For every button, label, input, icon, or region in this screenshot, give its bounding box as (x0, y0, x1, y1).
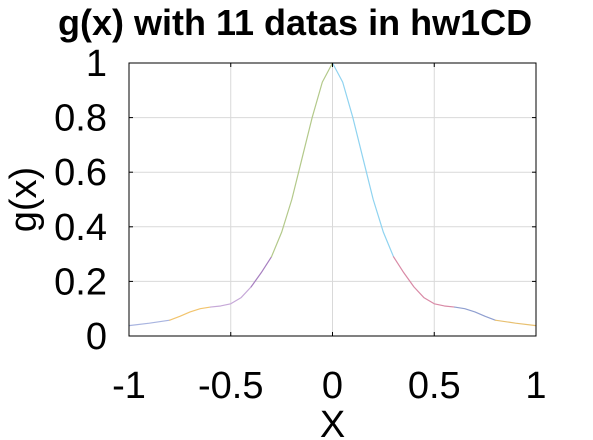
y-tick-label: 0 (86, 316, 107, 358)
series-line-7 (392, 256, 456, 308)
series-line-2 (169, 306, 211, 321)
series-layer (128, 62, 537, 327)
y-tick-label: 0.8 (54, 98, 107, 140)
x-tick-label: 1 (525, 365, 546, 407)
series-line-1 (128, 319, 171, 327)
series-line-6 (331, 62, 395, 258)
x-axis-label: X (320, 404, 345, 440)
series-line-5 (270, 62, 334, 258)
series-line-4 (250, 256, 273, 288)
y-tick-label: 1 (86, 43, 107, 85)
grid (128, 62, 537, 337)
series-line-9 (494, 319, 537, 327)
y-axis-label: g(x) (3, 167, 45, 232)
x-tick-label: -0.5 (198, 365, 263, 407)
x-tick-label: -1 (112, 365, 146, 407)
y-tick-label: 0.6 (54, 152, 107, 194)
x-tick-label: 0 (322, 365, 343, 407)
y-axis-ticks: 0 0.2 0.4 0.6 0.8 1 (54, 43, 536, 358)
series-line-3 (209, 286, 252, 308)
x-tick-label: 0.5 (408, 365, 461, 407)
chart-title: g(x) with 11 datas in hw1CD (58, 2, 532, 43)
y-tick-label: 0.4 (54, 207, 107, 249)
x-axis-ticks: -1 -0.5 0 0.5 1 (112, 63, 547, 407)
series-line-8 (454, 306, 496, 321)
y-tick-label: 0.2 (54, 261, 107, 303)
